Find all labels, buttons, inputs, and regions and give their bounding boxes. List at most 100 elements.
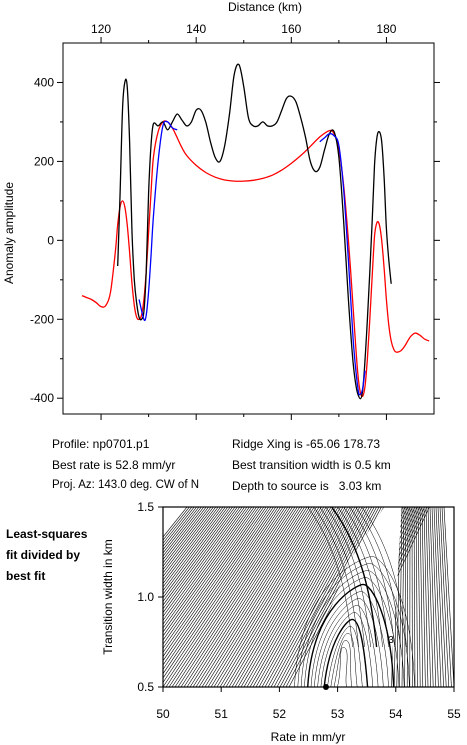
contour-line <box>300 570 405 687</box>
contour-line <box>163 507 219 581</box>
contour-line <box>425 507 431 687</box>
contour-line <box>417 507 421 687</box>
depth-to-source-text: Depth to source is 3.03 km <box>232 479 382 493</box>
contour-line <box>437 507 447 687</box>
x-tick-label: 120 <box>91 22 111 36</box>
contour-line <box>355 507 401 648</box>
contour-chart: 50 51 52 53 54 55 0.5 1.0 1.5 3 Rate in mm/yr T… <box>101 500 461 744</box>
contour-line <box>246 507 351 687</box>
contour-line <box>163 507 255 637</box>
contour-x-tick-label: 53 <box>331 707 345 721</box>
contour-line <box>240 507 346 687</box>
series-line-1 <box>138 120 178 322</box>
profile-text: Profile: np0701.p1 <box>52 437 150 451</box>
contour-line <box>189 507 305 687</box>
contour-line <box>163 507 274 670</box>
top-x-axis-label: Distance (km) <box>228 0 302 14</box>
contour-line <box>297 563 410 687</box>
series-line-2 <box>319 133 366 396</box>
contour-line <box>234 507 341 687</box>
contour-line <box>431 507 439 687</box>
contour-x-tick-label: 50 <box>156 707 170 721</box>
contour-line <box>413 507 416 687</box>
contour-line <box>163 507 272 666</box>
y-tick-label: -200 <box>30 312 54 326</box>
caption-line-1: Least-squares <box>6 527 88 541</box>
contour-line <box>261 507 363 687</box>
best-rate-text: Best rate is 52.8 mm/yr <box>52 458 176 472</box>
top-plot-frame <box>62 42 435 415</box>
contour-line <box>174 507 293 687</box>
best-transition-width-text: Best transition width is 0.5 km <box>232 458 391 472</box>
contour-line <box>404 507 407 687</box>
contour-line <box>163 507 207 564</box>
contour-line <box>333 640 353 687</box>
contour-line <box>163 507 241 614</box>
contour-line <box>163 507 279 679</box>
contour-line <box>276 507 375 687</box>
anomaly-chart: Distance (km) Anomaly amplitude 120 140 16… <box>2 0 440 420</box>
contour-line <box>423 507 429 687</box>
contour-line <box>163 507 277 675</box>
contour-line <box>163 507 245 621</box>
contour-line <box>264 507 365 687</box>
contour-line <box>323 618 369 687</box>
contour-line <box>163 507 236 606</box>
contour-line <box>201 507 315 687</box>
contour-line <box>439 507 450 687</box>
contour-line <box>192 507 308 687</box>
contour-line <box>163 507 250 629</box>
caption-line-2: fit divided by <box>6 548 81 562</box>
contour-line <box>163 507 226 592</box>
contour-line <box>163 507 243 618</box>
contour-line <box>231 507 339 687</box>
contour-line <box>441 507 452 687</box>
contour-line <box>313 507 359 648</box>
y-tick-label: 400 <box>34 75 54 89</box>
contour-line <box>163 507 197 551</box>
contour-line <box>163 507 260 645</box>
contour-line <box>427 507 434 687</box>
contour-line <box>163 507 238 610</box>
contour-line <box>421 507 426 687</box>
contour-line <box>337 647 348 687</box>
contour-line <box>219 507 329 687</box>
contour-line <box>310 591 389 687</box>
contour-line <box>168 507 289 687</box>
contour-basin <box>291 507 402 687</box>
projection-azimuth-text: Proj. Az: 143.0 deg. CW of N <box>52 479 200 491</box>
contour-line <box>163 507 269 662</box>
contour-line <box>198 507 313 687</box>
contour-line <box>163 507 257 641</box>
contour-line <box>210 507 322 687</box>
contour-line <box>270 507 370 687</box>
contour-line <box>186 507 303 687</box>
contour-label-3: 3 <box>388 635 394 646</box>
x-tick-label: 140 <box>186 22 206 36</box>
top-y-axis-label: Anomaly amplitude <box>2 182 16 284</box>
contour-line <box>163 507 190 541</box>
contour-line <box>349 507 395 648</box>
contour-line <box>243 507 349 687</box>
contour-line <box>163 507 214 574</box>
contour-line <box>165 507 286 687</box>
contour-line <box>314 598 384 687</box>
contour-line <box>163 507 265 653</box>
series-line-0 <box>117 63 392 400</box>
contour-y-tick-label: 1.0 <box>137 590 154 604</box>
contour-line <box>343 507 389 648</box>
contour-line <box>320 612 374 687</box>
contour-line <box>204 507 317 687</box>
contour-x-tick-label: 51 <box>215 707 229 721</box>
contour-line <box>433 507 442 687</box>
series-line-3 <box>81 120 430 398</box>
contour-line <box>282 507 380 687</box>
contour-line <box>213 507 325 687</box>
contour-line <box>222 507 332 687</box>
contour-line <box>163 507 248 625</box>
contour-line <box>163 507 209 567</box>
contour-line <box>216 507 327 687</box>
caption-line-3: best fit <box>6 569 46 583</box>
contour-line <box>163 507 205 561</box>
